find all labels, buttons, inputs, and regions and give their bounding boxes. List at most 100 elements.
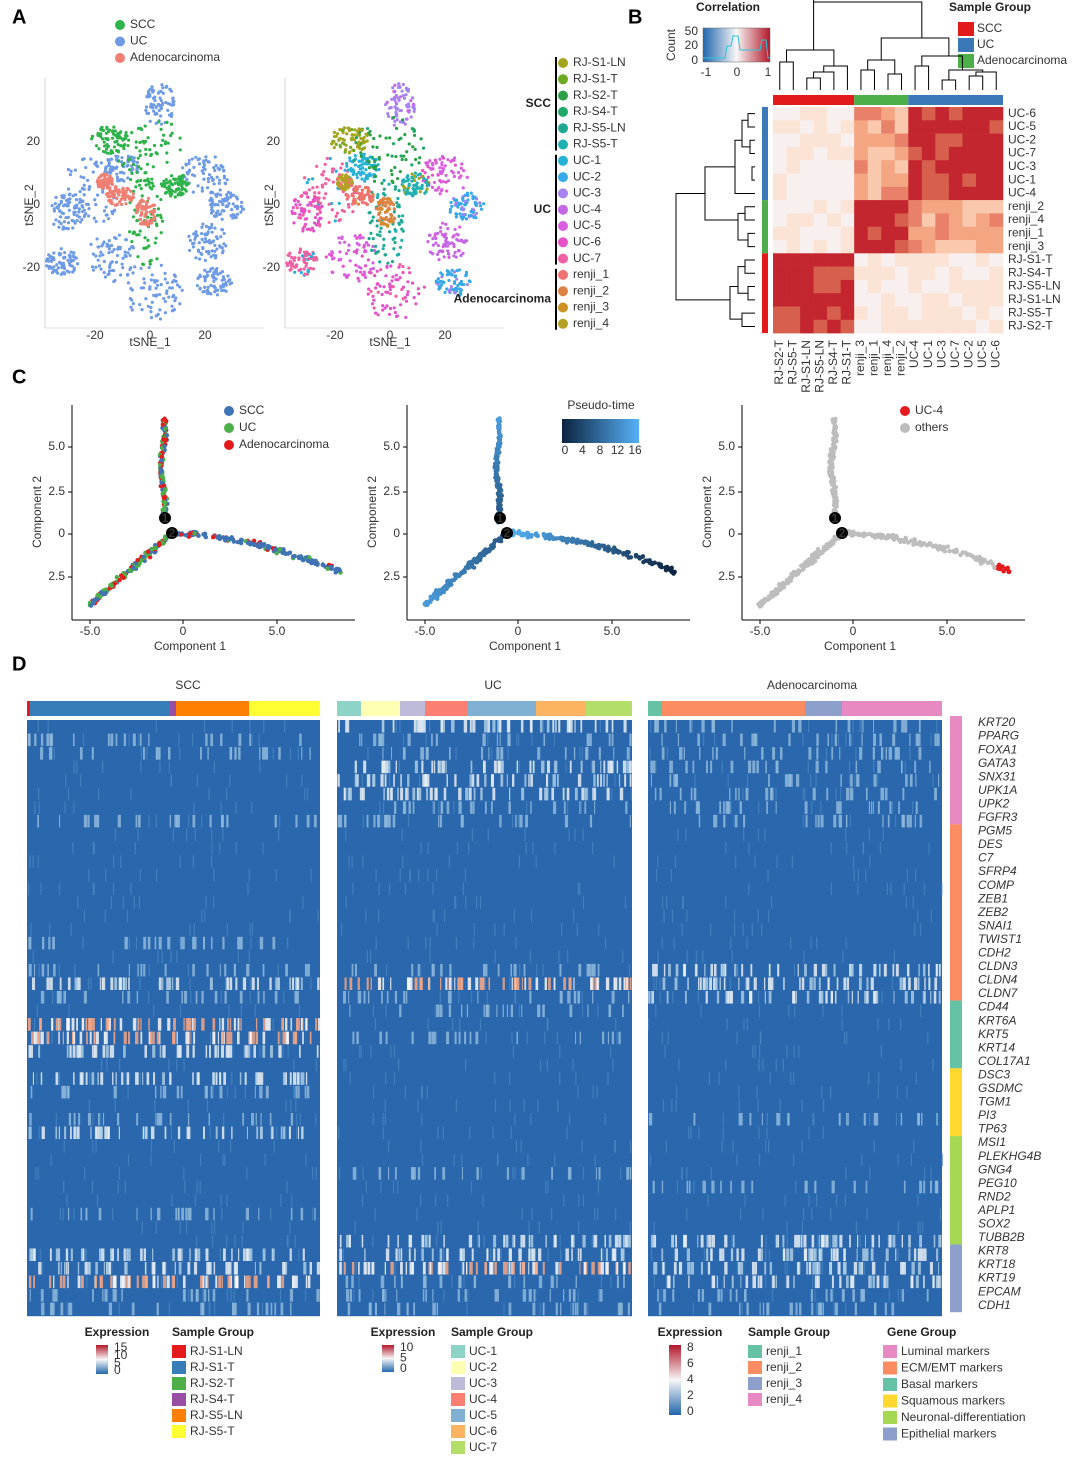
cell-point [219,286,223,290]
heatmap-stripe [68,1004,70,1018]
cell-point [155,152,159,156]
heatmap-cell [827,253,841,267]
cell-point [306,195,310,199]
cell-point [332,145,336,150]
cell-point [861,533,866,539]
heatmap-stripe [110,977,114,990]
cell-point [415,181,419,185]
cell-point [307,227,311,231]
cell-point [103,150,107,154]
cell-point [224,283,228,287]
cell-point [120,144,124,148]
cell-point [245,540,251,546]
heatmap-stripe [205,733,208,747]
x-axis-label: tSNE_1 [369,335,411,349]
cell-point [385,264,389,268]
heatmap-cell [921,173,936,188]
legend-label: renji_1 [573,267,609,281]
cell-point [196,158,200,162]
heatmap-stripe [201,909,203,923]
heatmap-cell [975,279,990,294]
cell-point [387,182,391,186]
heatmap-stripe [139,733,142,747]
cell-point [376,313,380,317]
cell-point [410,96,415,100]
branch-node [166,527,178,539]
cell-point [376,250,380,254]
heatmap-stripe [227,977,229,990]
cell-point [448,579,453,585]
heatmap-stripe [249,923,251,936]
cell-point [439,283,444,287]
heatmap-stripe [90,977,92,990]
cell-point [178,285,182,289]
heatmap-stripe [48,936,51,950]
cell-point [164,433,170,438]
cell-point [108,174,112,178]
count-label: Count [664,28,678,61]
y-tick-label: 2.5 [718,569,735,583]
heatmap-cell [800,253,814,267]
cell-point [164,101,168,105]
cell-point [394,229,398,233]
heatmap-stripe [94,1045,98,1058]
heatmap-stripe [105,869,107,882]
heatmap-stripe [179,936,181,950]
cell-point [364,168,368,172]
cell-point [448,207,453,212]
x-tick-label: -20 [326,328,344,342]
cell-point [603,546,608,551]
column-label: renji_1 [867,340,881,376]
cell-point [393,236,397,240]
heatmap-cell [786,293,801,307]
cell-point [134,185,138,189]
cell-point [400,157,404,162]
heatmap-stripe [281,1018,285,1031]
legend-label: UC-4 [573,202,601,216]
cell-point [494,449,500,455]
cell-point [69,250,73,254]
heatmap-stripe [210,733,214,747]
heatmap-stripe [58,882,61,896]
heatmap-stripe [37,787,40,801]
cell-point [202,177,206,181]
cell-point [181,173,185,177]
cell-point [148,259,152,263]
y-axis-label: Component 2 [700,476,714,548]
legend-label: UC-4 [915,403,943,417]
cell-point [437,258,441,262]
cell-point [357,170,361,174]
cell-point [162,500,168,506]
cell-point [168,133,173,138]
cell-point [404,315,408,320]
cell-point [386,153,390,157]
y-axis-label: tSNE_2 [22,184,36,226]
heatmap-stripe [289,909,291,923]
heatmap-stripe [122,977,125,990]
heatmap-cell [975,146,990,161]
cell-point [143,222,147,226]
cell-point [227,202,231,206]
heatmap-stripe [237,950,239,963]
cell-point [209,267,213,271]
legend-dot [558,172,568,183]
cell-point [395,314,399,318]
heatmap-cell [894,253,909,267]
cell-point [378,260,382,264]
cell-point [222,231,226,236]
cell-point [353,128,357,132]
cell-point [110,202,114,206]
cell-point [927,541,932,546]
heatmap-stripe [213,896,215,909]
cell-point [87,187,91,192]
cell-point [135,180,139,184]
heatmap-cell [867,107,882,121]
cell-point [802,563,808,569]
heatmap-stripe [28,733,31,747]
cell-point [341,131,345,135]
cell-point [266,546,271,551]
cell-point [457,176,461,180]
cell-point [596,542,602,548]
cell-point [114,184,118,189]
